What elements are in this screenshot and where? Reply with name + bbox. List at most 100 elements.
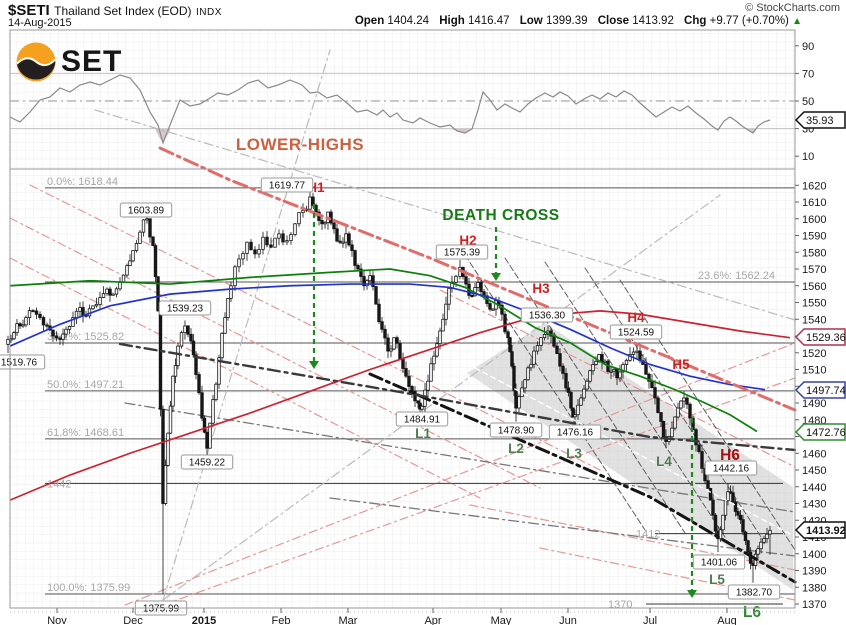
svg-text:Jul: Jul <box>643 615 657 625</box>
high-value: 1416.47 <box>467 15 510 27</box>
up-arrow-icon: ▲ <box>792 16 802 27</box>
svg-text:Aug: Aug <box>717 615 737 625</box>
moving-averages <box>9 268 791 501</box>
svg-text:1478.90: 1478.90 <box>498 426 535 437</box>
chart-date: 14-Aug-2015 <box>8 17 72 29</box>
svg-text:1380: 1380 <box>802 582 826 594</box>
svg-text:10: 10 <box>802 151 814 163</box>
security-type: INDX <box>196 7 222 18</box>
svg-text:1560: 1560 <box>802 281 826 293</box>
chg-value: +9.77 (+0.70%) <box>709 15 789 27</box>
svg-text:1550: 1550 <box>802 298 826 310</box>
svg-text:1484.91: 1484.91 <box>404 415 441 426</box>
svg-text:1450: 1450 <box>802 465 826 477</box>
copyright: © StockCharts.com <box>745 2 840 14</box>
svg-text:Nov: Nov <box>47 615 67 625</box>
svg-text:Apr: Apr <box>424 615 441 625</box>
svg-text:50: 50 <box>802 96 814 108</box>
open-value: 1404.24 <box>387 15 429 27</box>
svg-text:1459.22: 1459.22 <box>189 458 226 469</box>
svg-text:23.6%: 1562.24: 23.6%: 1562.24 <box>698 270 775 282</box>
svg-text:L3: L3 <box>566 446 582 461</box>
svg-text:Mar: Mar <box>339 615 358 625</box>
trend-channel-shading <box>467 323 793 590</box>
svg-text:50.0%: 1497.21: 50.0%: 1497.21 <box>47 379 124 391</box>
blue-ma-line <box>9 283 766 391</box>
svg-text:1590: 1590 <box>802 231 826 243</box>
svg-text:Jun: Jun <box>559 615 577 625</box>
svg-text:1519.76: 1519.76 <box>1 358 38 369</box>
red-ma-line <box>9 310 791 501</box>
svg-text:1539.23: 1539.23 <box>167 304 204 315</box>
rsi-panel <box>9 72 795 145</box>
low-label: Low <box>519 15 543 27</box>
svg-text:H6: H6 <box>720 447 740 464</box>
svg-text:100.0%: 1375.99: 100.0%: 1375.99 <box>47 582 130 594</box>
price-labels: 1519.76 1603.89 1375.99 1539.23 1459.22 1619.… <box>0 177 781 616</box>
close-label: Close <box>597 15 630 27</box>
svg-text:L2: L2 <box>508 441 524 456</box>
svg-text:1472.76: 1472.76 <box>806 427 846 439</box>
svg-text:L1: L1 <box>415 426 431 441</box>
index-name: Thailand Set Index (EOD) <box>54 4 192 18</box>
svg-text:1490: 1490 <box>802 398 826 410</box>
fibonacci-levels: 0.0%: 1618.44 23.6%: 1562.24 38.2%: 1525.8… <box>45 176 795 611</box>
svg-text:1370: 1370 <box>608 599 632 611</box>
axes: 9070503010162016101600159015801570156015… <box>9 29 826 625</box>
trend-lines <box>118 146 797 584</box>
svg-text:Feb: Feb <box>272 615 291 625</box>
set-logo-text: SET <box>61 45 123 78</box>
symbol: $SETI <box>8 2 50 19</box>
svg-text:1430: 1430 <box>802 499 826 511</box>
chg-label: Chg <box>684 15 707 27</box>
svg-text:1540: 1540 <box>802 314 826 326</box>
svg-text:1476.16: 1476.16 <box>557 428 594 439</box>
svg-text:61.8%: 1468.61: 61.8%: 1468.61 <box>47 427 124 439</box>
high-label: High <box>439 15 465 27</box>
svg-text:70: 70 <box>802 68 814 80</box>
svg-text:1413.92: 1413.92 <box>806 525 846 537</box>
svg-text:1520: 1520 <box>802 348 826 360</box>
svg-text:May: May <box>491 615 512 625</box>
svg-text:Dec: Dec <box>123 615 143 625</box>
svg-text:1620: 1620 <box>802 180 826 192</box>
svg-text:DEATH CROSS: DEATH CROSS <box>442 207 559 224</box>
svg-text:1570: 1570 <box>802 264 826 276</box>
svg-text:1460: 1460 <box>802 448 826 460</box>
svg-text:1524.59: 1524.59 <box>618 328 655 339</box>
svg-text:1390: 1390 <box>802 566 826 578</box>
svg-text:35.93: 35.93 <box>806 115 834 127</box>
svg-text:38.2%: 1525.82: 38.2%: 1525.82 <box>47 331 124 343</box>
set-logo-icon <box>16 42 56 82</box>
svg-text:2015: 2015 <box>192 615 216 625</box>
svg-text:1401.06: 1401.06 <box>701 558 738 569</box>
svg-text:H4: H4 <box>627 310 645 325</box>
svg-text:1600: 1600 <box>802 214 826 226</box>
svg-text:H3: H3 <box>532 281 550 296</box>
svg-text:L4: L4 <box>656 454 672 469</box>
svg-text:1575.39: 1575.39 <box>444 248 481 259</box>
axis-value-tags: 35.93 1529.36 1497.74 1472.76 1413.92 <box>794 111 846 539</box>
low-value: 1399.39 <box>545 15 588 27</box>
svg-text:1529.36: 1529.36 <box>806 332 846 344</box>
svg-text:1382.70: 1382.70 <box>736 588 773 599</box>
close-value: 1413.92 <box>632 15 674 27</box>
svg-text:H5: H5 <box>672 357 690 372</box>
svg-text:1400: 1400 <box>802 549 826 561</box>
signal-arrows <box>309 204 697 598</box>
svg-text:1610: 1610 <box>802 197 826 209</box>
svg-text:H2: H2 <box>459 233 476 248</box>
svg-text:0.0%: 1618.44: 0.0%: 1618.44 <box>47 176 118 188</box>
svg-text:1580: 1580 <box>802 247 826 259</box>
green-ma-line <box>9 268 758 433</box>
open-label: Open <box>354 15 385 27</box>
svg-text:LOWER-HIGHS: LOWER-HIGHS <box>236 135 364 154</box>
chart-title: $SETI Thailand Set Index (EOD) INDX <box>8 2 222 20</box>
svg-text:1619.77: 1619.77 <box>269 181 306 192</box>
svg-text:L5: L5 <box>709 572 725 587</box>
set-logo: SET <box>16 42 122 82</box>
svg-text:1412: 1412 <box>636 529 660 541</box>
